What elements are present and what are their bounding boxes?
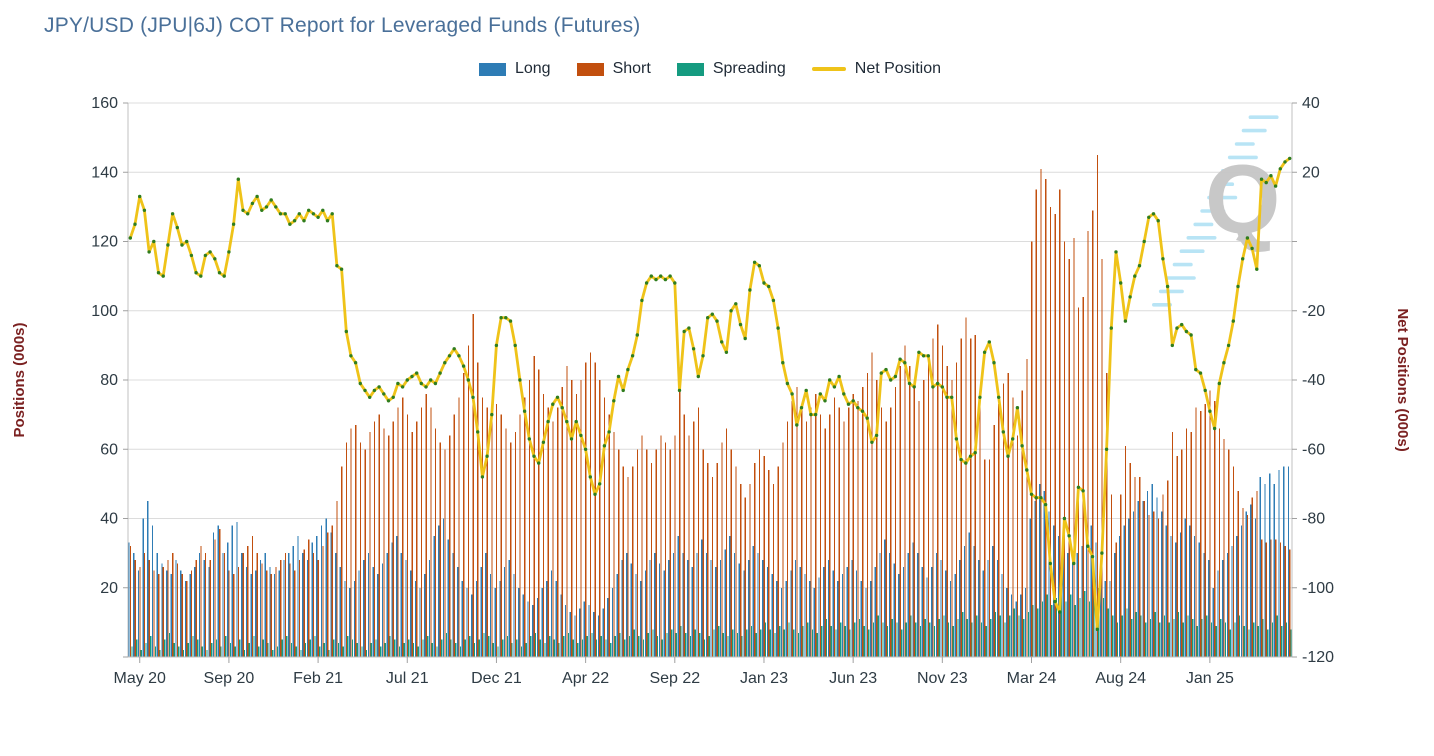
chart-title: JPY/USD (JPU|6J) COT Report for Leverage… <box>44 14 641 37</box>
watermark-q-tail <box>1236 225 1263 248</box>
right-tick-label: 40 <box>1302 95 1320 112</box>
watermark-dash <box>1193 222 1214 227</box>
left-axis-ticks: 20 40 60 80 100 120 140 160 <box>91 95 128 658</box>
x-axis-ticks: May 20 Sep 20 Feb 21 Jul 21 Dec 21 Apr 22 Sep … <box>113 657 1234 687</box>
right-tick-label: 20 <box>1302 164 1320 181</box>
x-tick-label: Jun 23 <box>829 670 877 687</box>
legend-line-swatch <box>811 67 846 71</box>
watermark-dash <box>1165 276 1196 280</box>
bars-long <box>128 466 1290 658</box>
chart-legend: Long Short Spreading Net Position <box>128 60 1292 78</box>
watermark: Q <box>1152 115 1280 307</box>
right-tick-label: -20 <box>1302 303 1325 320</box>
right-axis-title: Net Positions (000s) <box>1394 308 1411 451</box>
x-tick-label: Feb 21 <box>293 670 343 687</box>
right-tick-label: -100 <box>1302 580 1334 597</box>
watermark-dash <box>1207 195 1238 200</box>
legend-item-spreading[interactable]: Spreading <box>676 60 786 78</box>
right-tick-label: -80 <box>1302 511 1325 528</box>
x-tick-label: Aug 24 <box>1095 670 1146 687</box>
left-tick-label: 20 <box>100 580 118 597</box>
legend-label: Short <box>612 60 651 77</box>
watermark-dash <box>1186 236 1217 240</box>
watermark-dash <box>1234 142 1255 146</box>
left-tick-label: 80 <box>100 372 118 389</box>
watermark-dash <box>1227 155 1258 160</box>
x-tick-label: Jan 23 <box>740 670 788 687</box>
x-tick-label: May 20 <box>113 670 166 687</box>
watermark-dash <box>1158 289 1184 294</box>
gridlines <box>128 102 1292 589</box>
left-tick-label: 140 <box>91 164 118 181</box>
watermark-dash <box>1214 182 1235 186</box>
watermark-dash <box>1172 262 1193 267</box>
left-tick-label: 100 <box>91 303 118 320</box>
left-tick-label: 40 <box>100 511 118 528</box>
left-axis-title: Positions (000s) <box>11 322 28 437</box>
bars-short <box>129 154 1291 658</box>
legend-label: Net Position <box>854 60 942 77</box>
x-tick-label: Dec 21 <box>471 670 522 687</box>
legend-item-long[interactable]: Long <box>478 60 551 78</box>
net-position-markers <box>128 156 1292 631</box>
left-tick-label: 60 <box>100 441 118 458</box>
legend-item-short[interactable]: Short <box>576 60 651 78</box>
watermark-dash <box>1221 169 1246 173</box>
right-tick-label: -120 <box>1302 649 1334 666</box>
legend-label: Spreading <box>712 60 786 77</box>
watermark-dash <box>1248 115 1279 119</box>
legend-color-swatch <box>478 62 506 76</box>
watermark-dash <box>1241 128 1267 133</box>
x-tick-label: Nov 23 <box>917 670 968 687</box>
x-tick-label: Sep 20 <box>204 670 255 687</box>
right-tick-label: -40 <box>1302 372 1325 389</box>
legend-item-net-position[interactable]: Net Position <box>811 60 942 78</box>
watermark-dash <box>1152 303 1172 307</box>
legend-color-swatch <box>576 62 604 76</box>
x-tick-label: Jan 25 <box>1186 670 1234 687</box>
x-tick-label: Jul 21 <box>386 670 429 687</box>
right-axis-ticks: -120 -100 -80 -60 -40 -20 20 40 <box>1292 95 1334 666</box>
left-tick-label: 160 <box>91 95 118 112</box>
legend-color-swatch <box>676 62 704 76</box>
right-tick-label: -60 <box>1302 441 1325 458</box>
x-tick-label: Apr 22 <box>562 670 609 687</box>
x-tick-label: Sep 22 <box>649 670 700 687</box>
watermark-dash <box>1179 249 1205 253</box>
legend-label: Long <box>514 60 551 77</box>
watermark-dash <box>1200 209 1226 213</box>
bars-spreading <box>131 587 1292 658</box>
left-tick-label: 120 <box>91 234 118 251</box>
x-tick-label: Mar 24 <box>1007 670 1057 687</box>
net-position-line <box>128 157 1292 631</box>
